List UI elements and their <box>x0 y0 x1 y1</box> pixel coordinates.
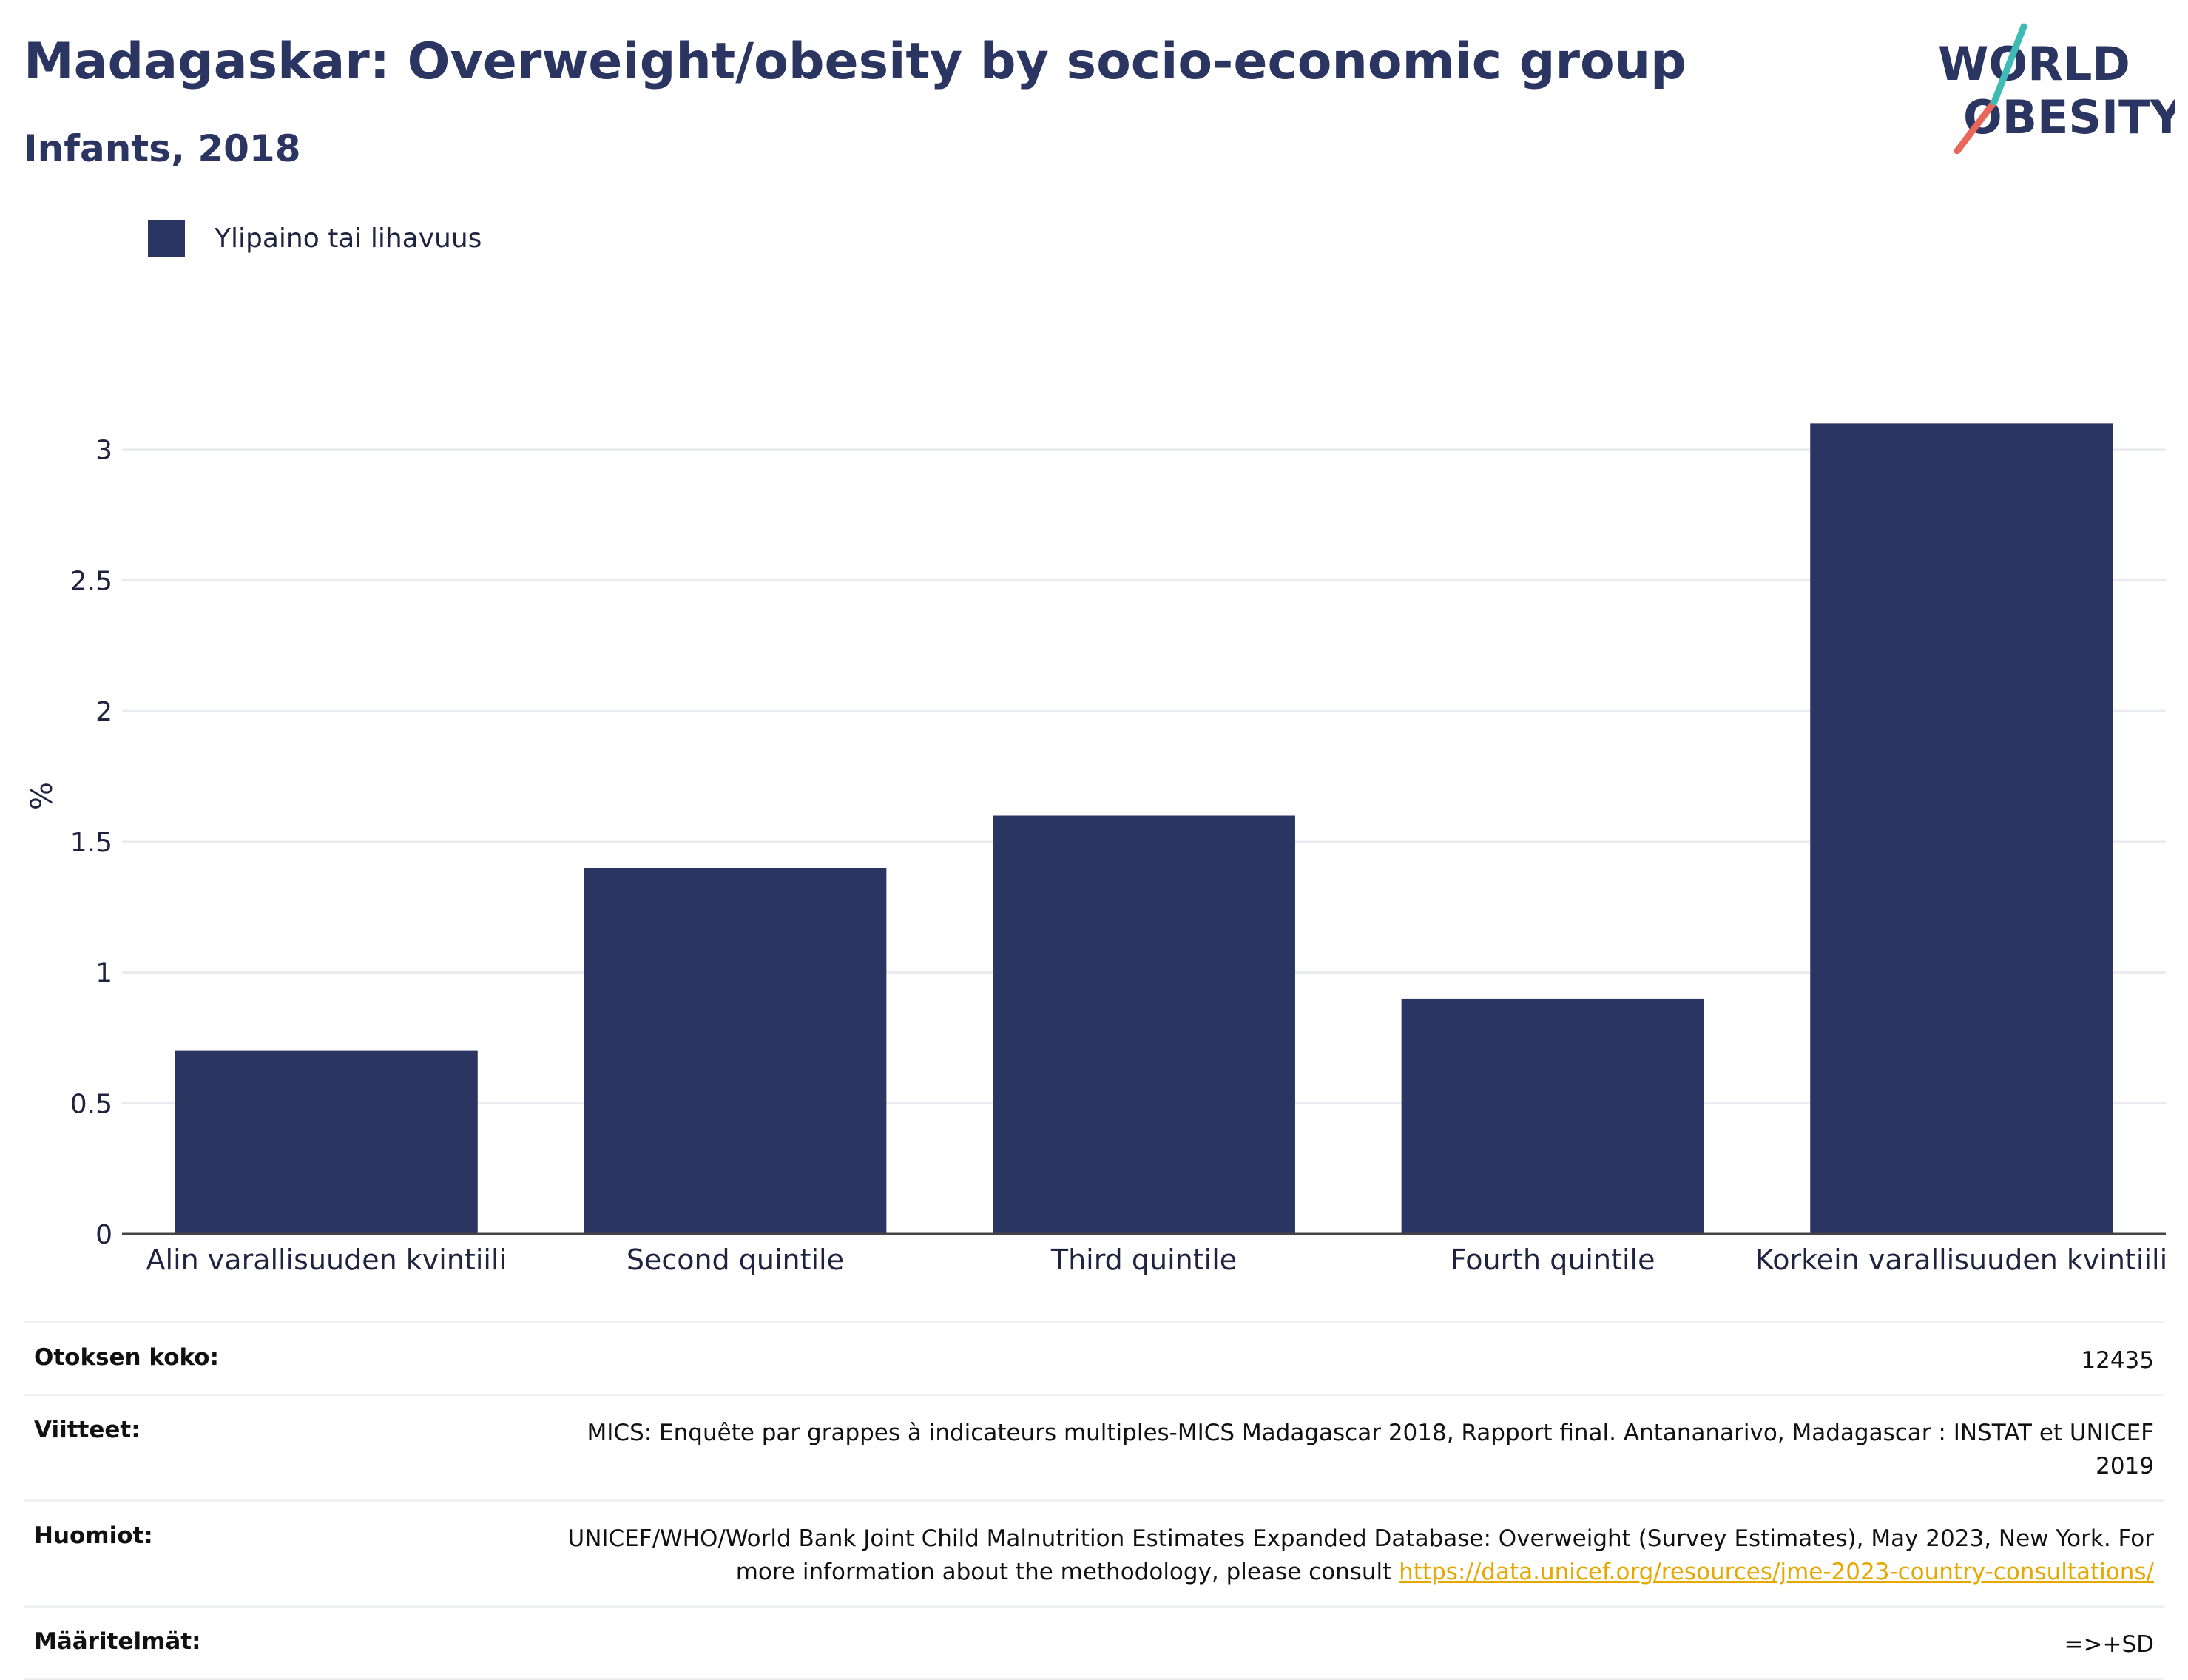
bar-chart: 0 0.5 1 1.5 2 2.5 3 Alin varallisuuden kvintiil… <box>25 423 2167 1276</box>
x-tick-label: Second quintile <box>627 1244 844 1276</box>
references-label: Viitteet: <box>34 1416 141 1443</box>
y-tick-label: 3 <box>95 436 112 466</box>
axes: 0 0.5 1 1.5 2 2.5 3 Alin varallisuuden kvintiil… <box>25 436 2167 1276</box>
definitions-label: Määritelmät: <box>34 1627 201 1655</box>
y-tick-label: 2 <box>95 697 112 727</box>
sample-size-label: Otoksen koko: <box>34 1344 219 1371</box>
definitions-row: Määritelmät: =>+SD <box>24 1605 2164 1680</box>
legend-swatch <box>148 220 185 257</box>
x-tick-label: Korkein varallisuuden kvintiili <box>1755 1244 2167 1276</box>
bar <box>993 815 1295 1234</box>
notes-link[interactable]: https://data.unicef.org/resources/jme-20… <box>1399 1558 2154 1585</box>
notes-label: Huomiot: <box>34 1522 153 1549</box>
notes-text: UNICEF/WHO/World Bank Joint Child Malnut… <box>567 1525 2155 1585</box>
x-tick-label: Third quintile <box>1050 1244 1237 1276</box>
sample-size-value: 12435 <box>2081 1347 2154 1374</box>
chart-title: Madagaskar: Overweight/obesity by socio-… <box>24 33 1686 91</box>
y-tick-label: 1 <box>95 959 112 989</box>
logo-slash-bottom <box>1954 98 1998 154</box>
logo-slash-top <box>1991 23 2027 106</box>
info-table: Otoksen koko: 12435 Viitteet: MICS: Enqu… <box>24 1321 2164 1680</box>
notes-value: UNICEF/WHO/World Bank Joint Child Malnut… <box>541 1522 2155 1589</box>
notes-row: Huomiot: UNICEF/WHO/World Bank Joint Chi… <box>24 1499 2164 1605</box>
x-tick-label: Fourth quintile <box>1451 1244 1655 1276</box>
y-tick-label: 2.5 <box>70 566 112 596</box>
y-axis-label: % <box>25 782 59 810</box>
legend-label: Ylipaino tai lihavuus <box>215 223 482 254</box>
logo-word-world: WORLD <box>1938 37 2130 91</box>
y-tick-label: 0 <box>95 1220 112 1250</box>
chart-subtitle: Infants, 2018 <box>24 127 301 170</box>
references-value: MICS: Enquête par grappes à indicateurs … <box>587 1419 2154 1480</box>
x-tick-label: Alin varallisuuden kvintiili <box>146 1244 507 1276</box>
bars <box>175 423 2113 1235</box>
sample-size-row: Otoksen koko: 12435 <box>24 1321 2164 1394</box>
world-obesity-logo: WORLD OBESITY <box>1938 23 2175 154</box>
legend: Ylipaino tai lihavuus <box>148 219 482 257</box>
y-tick-label: 0.5 <box>70 1089 112 1119</box>
bar <box>584 868 887 1234</box>
references-row: Viitteet: MICS: Enquête par grappes à in… <box>24 1393 2164 1499</box>
bar <box>1401 998 1704 1234</box>
bar <box>175 1050 478 1234</box>
definitions-value: =>+SD <box>2064 1630 2154 1658</box>
y-tick-label: 1.5 <box>70 828 112 858</box>
bar <box>1810 423 2113 1235</box>
